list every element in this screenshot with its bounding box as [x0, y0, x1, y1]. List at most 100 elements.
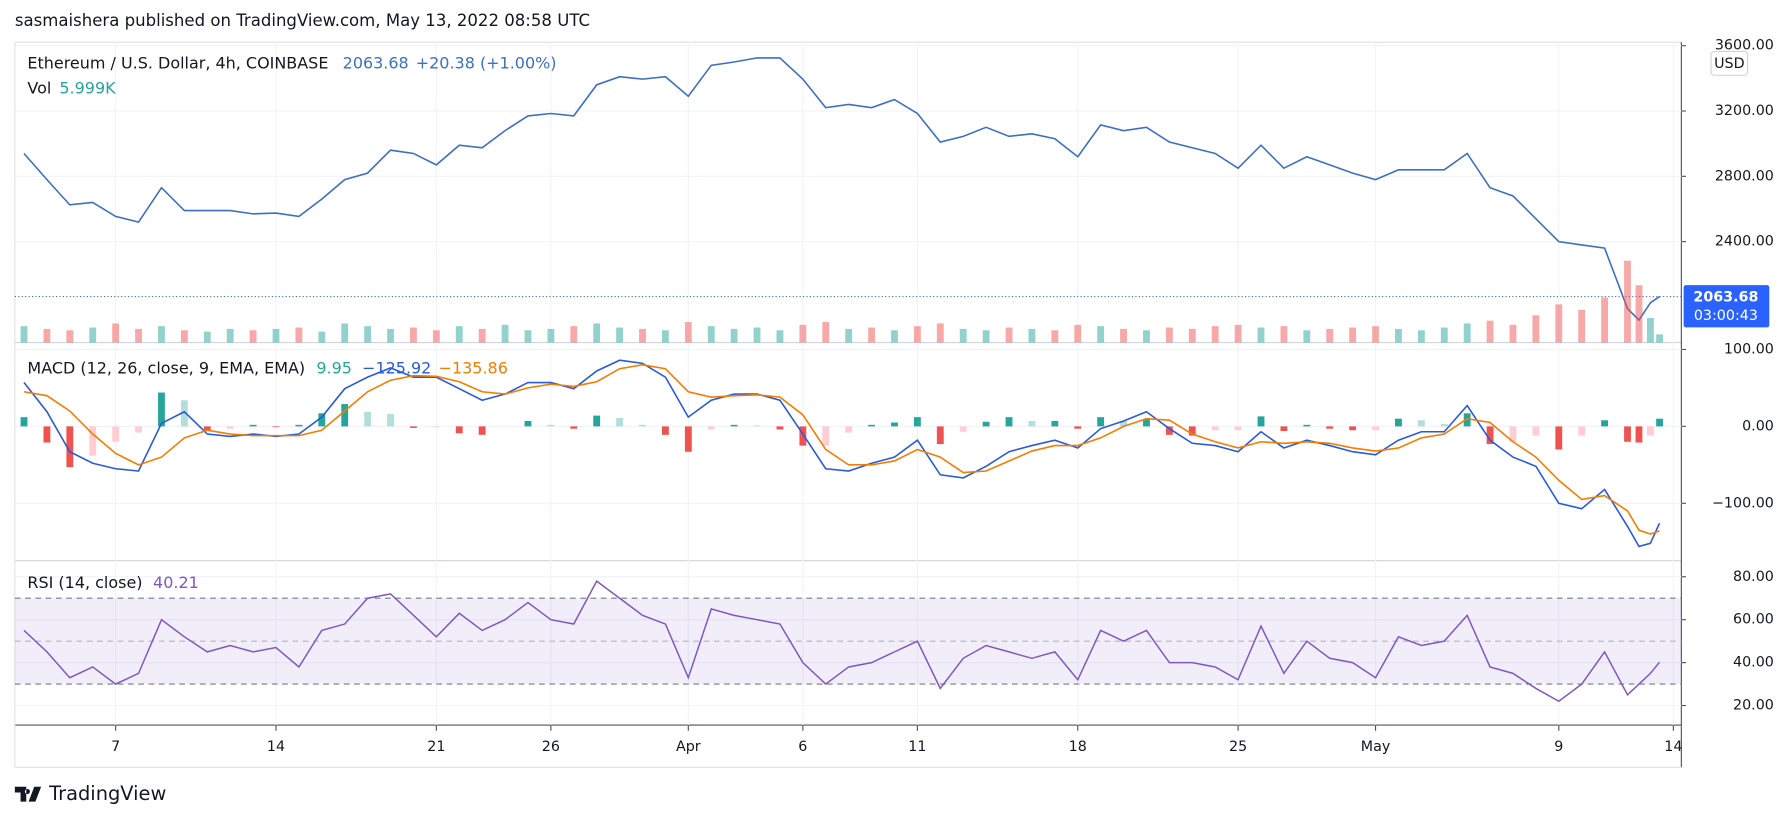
volume-bar: [135, 328, 142, 343]
volume-bar: [753, 327, 761, 343]
volume-bar: [1234, 324, 1242, 343]
volume-bar: [1165, 327, 1173, 343]
volume-bar: [684, 322, 692, 343]
macd-histogram-bar: [799, 426, 807, 446]
macd-title: MACD (12, 26, close, 9, EMA, EMA): [27, 358, 305, 377]
volume-bar: [89, 327, 97, 343]
macd-histogram-bar: [43, 426, 51, 443]
y-tick-label: 3600.00: [1715, 38, 1774, 54]
volume-bar: [845, 328, 853, 343]
macd-histogram-bar: [1646, 426, 1654, 436]
volume-bar: [1005, 327, 1013, 343]
volume-bar: [982, 330, 990, 343]
macd-histogram-bar: [1165, 426, 1173, 435]
volume-bar: [1257, 327, 1265, 343]
volume-bar: [1646, 317, 1654, 343]
y-tick-label: 2800.00: [1715, 168, 1774, 184]
volume-bar: [570, 326, 578, 343]
macd-histogram-bar: [180, 400, 188, 427]
volume-bar: [1417, 330, 1425, 343]
volume-bar: [1349, 327, 1357, 343]
macd-histogram-bar: [1120, 420, 1127, 427]
macd-histogram-bar: [1395, 418, 1402, 427]
macd-line: [23, 364, 1660, 535]
x-tick-label: 9: [1554, 739, 1563, 755]
macd-histogram-bar: [547, 424, 555, 427]
volume-bar: [1188, 328, 1196, 343]
volume-bar: [868, 327, 876, 343]
volume-title: Vol: [27, 79, 51, 98]
macd-histogram-bar: [387, 414, 394, 427]
macd-histogram-bar: [1624, 426, 1631, 442]
volume-bar: [959, 328, 967, 343]
y-tick-label: 0.00: [1742, 418, 1774, 434]
macd-histogram-bar: [1188, 426, 1196, 436]
rsi-title: RSI (14, close): [27, 573, 142, 592]
macd-histogram-bar: [639, 424, 646, 427]
volume-bar: [639, 328, 646, 343]
volume-bar: [1624, 260, 1631, 343]
x-tick-label: 7: [111, 739, 120, 755]
volume-bar: [1326, 328, 1334, 343]
macd-histogram-bar: [891, 422, 898, 427]
macd-line: [23, 359, 1661, 548]
volume-bar: [249, 330, 257, 343]
y-tick-label: 2400.00: [1715, 234, 1774, 250]
macd-histogram-bar: [1417, 420, 1425, 427]
volume-bar: [1097, 326, 1105, 343]
macd-histogram-bar: [1372, 426, 1379, 431]
macd-histogram-bar: [524, 420, 532, 427]
macd-histogram-bar: [1463, 413, 1471, 427]
macd-histogram-bar: [341, 404, 349, 427]
volume-bar: [1303, 330, 1311, 343]
macd-histogram-bar: [158, 392, 165, 427]
volume-bar: [501, 324, 509, 343]
volume-bar: [66, 330, 74, 343]
macd-histogram-bar: [1555, 426, 1563, 450]
volume-bar: [1280, 326, 1288, 343]
y-tick-label: −100.00: [1712, 495, 1774, 511]
publish-header: sasmaishera published on TradingView.com…: [15, 11, 590, 30]
volume-bar: [318, 331, 326, 343]
x-tick-label: 21: [427, 739, 445, 755]
x-tick-label: 18: [1069, 739, 1087, 755]
volume-bar: [20, 326, 28, 343]
x-tick-label: 26: [542, 739, 560, 755]
volume-bar: [1028, 328, 1036, 343]
volume-bar: [180, 330, 188, 343]
volume-bar: [936, 323, 944, 343]
volume-bar: [1509, 324, 1517, 343]
macd-histogram-bar: [455, 426, 463, 434]
y-tick-label: 40.00: [1733, 655, 1774, 671]
y-tick-label: 60.00: [1733, 612, 1774, 628]
volume-bar: [112, 323, 120, 343]
price-change: +20.38 (+1.00%): [416, 53, 557, 72]
x-tick-label: 11: [908, 739, 926, 755]
price-tag-countdown: 03:00:43: [1694, 308, 1758, 324]
unit-label: USD: [1714, 56, 1745, 72]
macd-histogram-bar: [1578, 426, 1586, 436]
volume-bar: [43, 328, 51, 343]
y-tick-label: 20.00: [1733, 698, 1774, 714]
last-price: 2063.68: [343, 53, 409, 72]
macd-histogram-bar: [1349, 426, 1357, 431]
macd-histogram-bar: [570, 426, 578, 429]
macd-histogram-bar: [593, 415, 601, 427]
macd-line-last: −125.92: [362, 358, 431, 377]
macd-histogram-bar: [822, 426, 830, 446]
x-tick-label: 25: [1229, 739, 1247, 755]
macd-histogram-bar: [1074, 426, 1082, 429]
rsi-last: 40.21: [153, 573, 199, 592]
volume-bar: [1120, 328, 1127, 343]
volume-bar: [1656, 334, 1664, 343]
volume-bar: [1051, 330, 1059, 343]
rsi-line: [23, 579, 1661, 703]
volume-bar: [387, 328, 394, 343]
x-tick-label: 14: [267, 739, 285, 755]
macd-histogram-bar: [868, 424, 876, 427]
volume-bar: [776, 330, 784, 343]
macd-histogram-bar: [776, 426, 784, 430]
volume-bar: [616, 327, 624, 343]
